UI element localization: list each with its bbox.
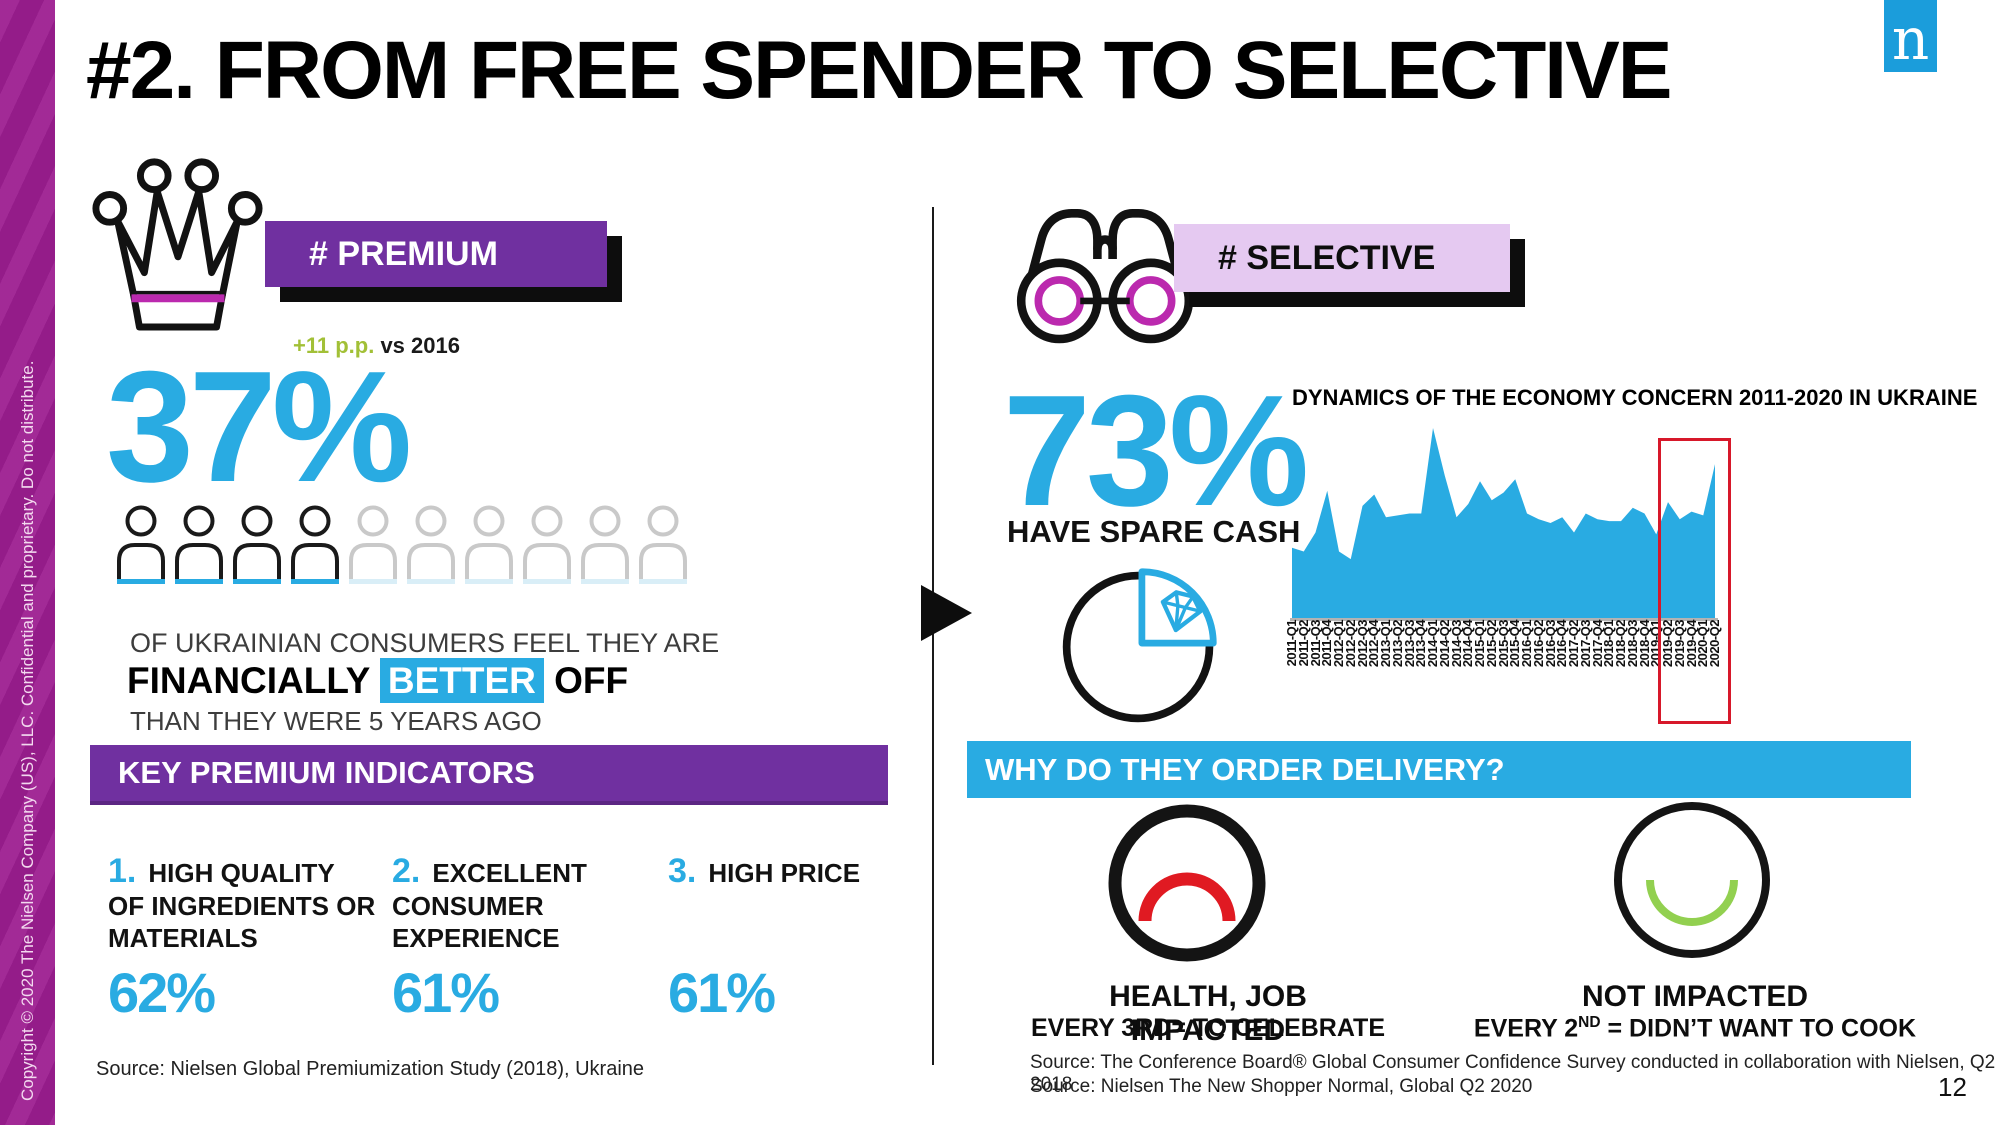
smile-face-icon <box>1614 802 1770 958</box>
sad-face-icon <box>1108 804 1266 962</box>
statement-line2: FINANCIALLY BETTER OFF <box>127 658 629 703</box>
indicator-label: HIGH PRICE <box>708 858 861 888</box>
premium-stat: 37% <box>106 339 412 515</box>
indicator-label: HIGH QUALITY <box>148 858 335 888</box>
not-impacted-sub-sup: ND <box>1578 1014 1601 1031</box>
crown-icon <box>92 158 263 331</box>
indicator-number: 3. <box>668 852 697 890</box>
source-premium: Source: Nielsen Global Premiumization St… <box>96 1058 645 1080</box>
area-series <box>1292 428 1715 618</box>
premium-banner-label: # PREMIUM <box>309 235 498 273</box>
sidebar-strip: Copyright © 2020 The Nielsen Company (US… <box>0 0 55 1125</box>
person-icon-empty <box>465 505 513 584</box>
selective-banner-label: # SELECTIVE <box>1218 239 1436 277</box>
person-icon-empty <box>523 505 571 584</box>
person-icon-filled <box>233 505 281 584</box>
indicator-label: OF INGREDIENTS OR <box>108 891 376 921</box>
key-indicators-label: KEY PREMIUM INDICATORS <box>118 755 535 790</box>
chart-title: DYNAMICS OF THE ECONOMY CONCERN 2011-202… <box>1292 385 1978 410</box>
key-indicators-bar: KEY PREMIUM INDICATORS <box>90 745 888 805</box>
indicator-3: 3. HIGH PRICE 61% <box>668 852 908 1027</box>
arrow-right-icon <box>921 585 972 641</box>
chart-highlight-box <box>1658 438 1731 724</box>
indicator-label: CONSUMER <box>392 891 544 921</box>
indicators: 1. HIGH QUALITY OF INGREDIENTS OR MATERIALS… <box>108 852 908 1027</box>
gem-icon <box>1160 590 1203 633</box>
premium-delta: +11 p.p. vs 2016 <box>293 333 460 359</box>
chart-x-axis <box>1290 618 1718 621</box>
not-impacted-subtitle: EVERY 2ND = DIDN’T WANT TO COOK <box>1470 1014 1920 1043</box>
indicator-number: 2. <box>392 852 421 890</box>
spare-cash-pie-icon <box>1062 568 1217 723</box>
delivery-bar-label: WHY DO THEY ORDER DELIVERY? <box>985 751 1505 787</box>
indicator-value: 62% <box>108 961 216 1024</box>
indicator-2: 2. EXCELLENT CONSUMER EXPERIENCE 61% <box>392 852 668 1027</box>
not-impacted-sub-suffix: = DIDN’T WANT TO COOK <box>1600 1014 1917 1043</box>
indicator-number: 1. <box>108 852 137 890</box>
person-icon-filled <box>117 505 165 584</box>
statement-line2-b: OFF <box>543 660 629 701</box>
source-shopper-normal: Source: Nielsen The New Shopper Normal, … <box>1030 1076 1533 1097</box>
impacted-subtitle: EVERY 3RD= TO CELEBRATE <box>1030 1014 1386 1042</box>
delta-value: +11 p.p. <box>293 333 375 358</box>
source-confidence-survey: Source: The Conference Board® Global Con… <box>1030 1052 1996 1095</box>
economy-concern-chart <box>1292 425 1715 618</box>
person-icon-empty <box>349 505 397 584</box>
selective-banner: # SELECTIVE <box>1174 224 1510 292</box>
delivery-bar: WHY DO THEY ORDER DELIVERY? <box>967 741 1911 798</box>
indicator-label: EXPERIENCE <box>392 922 560 953</box>
indicator-value: 61% <box>668 961 776 1024</box>
indicator-1: 1. HIGH QUALITY OF INGREDIENTS OR MATERIALS… <box>108 852 392 1027</box>
person-icon-empty <box>639 505 687 584</box>
copyright-text: Copyright © 2020 The Nielsen Company (US… <box>18 360 37 1101</box>
person-icon-filled <box>291 505 339 584</box>
indicator-label: EXCELLENT <box>432 858 587 888</box>
indicator-label: MATERIALS <box>108 922 258 953</box>
person-icon-empty <box>407 505 455 584</box>
delta-caption: vs 2016 <box>374 333 460 358</box>
statement-highlight: BETTER <box>379 658 544 703</box>
page-title: #2. FROM FREE SPENDER TO SELECTIVE <box>86 25 1672 116</box>
selective-stat: 73% <box>1003 363 1309 539</box>
nielsen-logo: n <box>1884 0 1937 73</box>
statement-line2-a: FINANCIALLY <box>127 660 380 701</box>
person-icon-empty <box>581 505 629 584</box>
person-icon-filled <box>175 505 223 584</box>
nielsen-logo-letter: n <box>1891 5 1930 73</box>
statement-line1: OF UKRAINIAN CONSUMERS FEEL THEY ARE <box>130 628 720 658</box>
page-number: 12 <box>1938 1072 1967 1102</box>
binoculars-icon <box>1016 209 1194 344</box>
people-row <box>112 504 692 586</box>
indicator-value: 61% <box>392 961 500 1024</box>
statement-line3: THAN THEY WERE 5 YEARS AGO <box>130 706 542 736</box>
premium-banner: # PREMIUM <box>265 221 607 287</box>
not-impacted-title: NOT IMPACTED <box>1581 980 1809 1013</box>
selective-stat-caption: HAVE SPARE CASH <box>1007 514 1301 549</box>
impacted-title: HEALTH, JOB IMPACTED <box>1109 980 1307 1047</box>
not-impacted-sub-prefix: EVERY 2 <box>1473 1014 1579 1043</box>
